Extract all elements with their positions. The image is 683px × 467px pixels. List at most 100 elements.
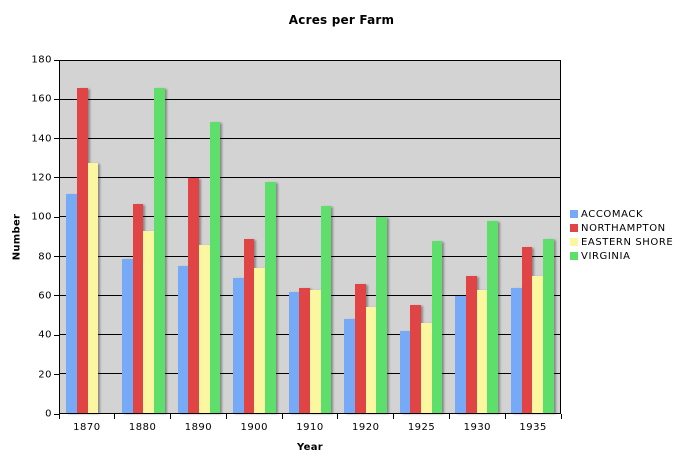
y-tick-80 [54, 256, 59, 258]
x-tick-label-1925: 1925 [407, 422, 436, 433]
y-tick-label-140: 140 [31, 133, 52, 145]
gridline-80 [60, 255, 560, 257]
x-tick-5 [337, 414, 339, 419]
y-tick-160 [54, 98, 59, 100]
bar-virginia-1890 [209, 121, 221, 413]
bar-accomack-1910 [288, 291, 300, 413]
legend-item-accomack: ACCOMACK [570, 207, 673, 221]
x-tick-label-1870: 1870 [73, 422, 101, 433]
bar-group-1935 [504, 61, 560, 413]
bar-group-1930 [449, 61, 505, 413]
bar-group-1925 [393, 61, 449, 413]
gridline-160 [60, 99, 560, 101]
bar-group-1870 [60, 61, 116, 413]
x-tick-label-1880: 1880 [128, 422, 157, 433]
bar-northampton-1925 [410, 305, 422, 413]
y-tick-60 [54, 295, 59, 297]
bar-virginia-1920 [376, 217, 387, 413]
bar-group-1880 [116, 61, 172, 413]
x-tick-6 [393, 414, 395, 419]
legend: ACCOMACK NORTHAMPTON EASTERN SHORE VIRGINIA [570, 207, 673, 263]
chart-title: Acres per Farm [288, 13, 395, 27]
legend-swatch-accomack [570, 210, 578, 218]
bar-eastern-shore-1910 [309, 289, 321, 413]
y-tick-180 [54, 59, 59, 61]
legend-swatch-virginia [570, 252, 578, 260]
bar-group-1910 [282, 61, 338, 413]
bar-northampton-1900 [243, 238, 255, 413]
x-tick-label-1935: 1935 [519, 422, 547, 433]
legend-swatch-eastern-shore [570, 238, 578, 246]
bar-virginia-1900 [265, 182, 276, 413]
bar-accomack-1925 [399, 330, 411, 413]
bar-virginia-1910 [320, 205, 332, 413]
x-axis-ticks [58, 414, 562, 419]
bar-virginia-1930 [487, 221, 499, 413]
gridline-100 [60, 216, 560, 218]
x-axis-label: Year [297, 442, 323, 453]
legend-item-eastern-shore: EASTERN SHORE [570, 235, 673, 249]
bar-eastern-shore-1920 [365, 307, 377, 413]
bar-eastern-shore-1925 [421, 323, 432, 413]
legend-swatch-northampton [570, 224, 578, 232]
x-tick-3 [225, 414, 227, 419]
y-tick-0 [54, 413, 59, 415]
legend-label-accomack: ACCOMACK [581, 208, 644, 220]
y-tick-label-80: 80 [38, 251, 52, 263]
bar-accomack-1890 [177, 266, 189, 413]
x-tick-7 [448, 414, 450, 419]
bar-group-1920 [338, 61, 394, 413]
bar-eastern-shore-1935 [532, 276, 543, 413]
legend-label-eastern-shore: EASTERN SHORE [581, 236, 674, 248]
y-tick-140 [54, 138, 59, 140]
bar-virginia-1880 [154, 88, 165, 413]
legend-label-virginia: VIRGINIA [581, 250, 631, 262]
y-tick-120 [54, 177, 59, 179]
bar-eastern-shore-1900 [254, 268, 266, 413]
y-tick-label-40: 40 [38, 329, 52, 341]
bar-accomack-1880 [121, 258, 133, 413]
x-tick-4 [281, 414, 283, 419]
y-tick-label-0: 0 [45, 408, 52, 420]
x-tick-label-1890: 1890 [184, 422, 213, 433]
y-tick-40 [54, 334, 59, 336]
bar-eastern-shore-1870 [87, 162, 99, 413]
bar-northampton-1880 [132, 203, 144, 413]
bar-virginia-1935 [542, 238, 554, 413]
bar-accomack-1935 [510, 287, 522, 413]
y-tick-label-160: 160 [31, 93, 52, 105]
x-tick-label-1920: 1920 [352, 422, 380, 433]
x-axis-tick-labels: 1870 1880 1890 1900 1910 1920 1925 1930 1935 [59, 422, 561, 434]
gridline-140 [60, 138, 560, 140]
bar-northampton-1920 [354, 283, 366, 413]
y-tick-label-100: 100 [31, 211, 52, 223]
legend-item-northampton: NORTHAMPTON [570, 221, 673, 235]
x-tick-label-1910: 1910 [296, 422, 324, 433]
bar-northampton-1910 [299, 287, 310, 413]
bar-northampton-1930 [465, 276, 477, 413]
bar-virginia-1925 [431, 240, 443, 413]
gridline-120 [60, 177, 560, 179]
y-tick-20 [54, 374, 59, 376]
x-tick-0 [58, 414, 60, 419]
bar-group-1900 [227, 61, 283, 413]
bar-accomack-1870 [66, 193, 78, 413]
bar-eastern-shore-1930 [476, 289, 488, 413]
bar-northampton-1870 [77, 88, 88, 413]
bar-accomack-1930 [455, 295, 466, 413]
x-tick-2 [170, 414, 172, 419]
bar-group-1890 [171, 61, 227, 413]
bar-northampton-1935 [521, 246, 533, 413]
y-tick-label-180: 180 [31, 54, 52, 66]
y-tick-label-20: 20 [38, 369, 52, 381]
bar-eastern-shore-1880 [143, 231, 154, 413]
y-tick-label-120: 120 [31, 172, 52, 184]
x-tick-1 [114, 414, 116, 419]
bar-accomack-1900 [233, 278, 244, 413]
plot-area [59, 60, 561, 414]
x-tick-label-1900: 1900 [240, 422, 268, 433]
x-tick-label-1930: 1930 [463, 422, 492, 433]
y-axis-tick-labels: 0 20 40 60 80 100 120 140 160 180 [0, 55, 52, 420]
x-tick-8 [504, 414, 506, 419]
x-tick-9 [560, 414, 562, 419]
